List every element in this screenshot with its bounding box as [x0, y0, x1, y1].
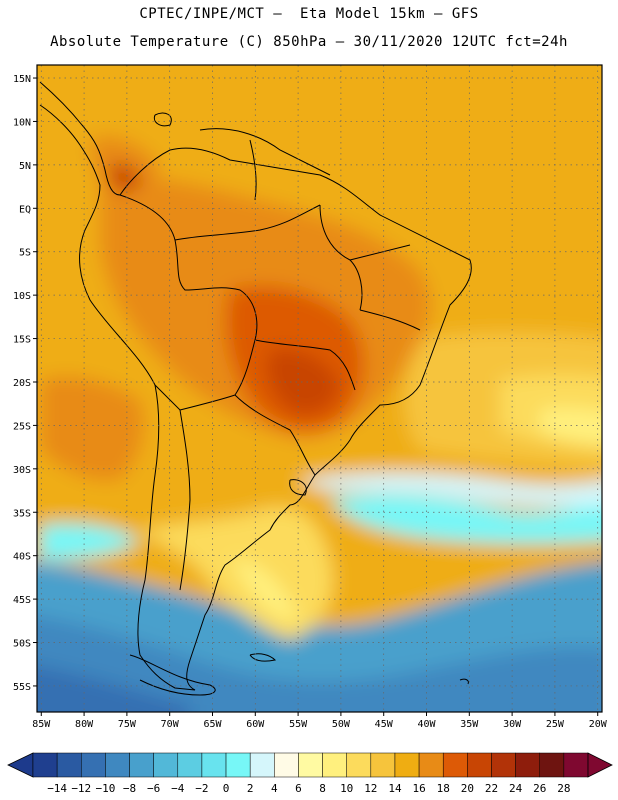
colorbar-label: 8 [319, 782, 326, 795]
lon-tick-label: 80W [75, 719, 94, 730]
colorbar-label: 6 [295, 782, 302, 795]
colorbar-label: 18 [437, 782, 450, 795]
colorbar-swatch [81, 752, 106, 778]
lat-tick-label: 35S [13, 508, 31, 519]
lat-tick-label: 30S [13, 465, 31, 476]
colorbar-swatch [394, 752, 420, 778]
colorbar-label: −4 [171, 782, 185, 795]
lat-tick-label: 5S [19, 248, 31, 259]
colorbar-label: −6 [147, 782, 160, 795]
colorbar-label: 0 [223, 782, 230, 795]
lon-tick-label: 65W [203, 719, 222, 730]
lat-tick-label: 5N [19, 161, 31, 172]
lon-tick-label: 50W [332, 719, 351, 730]
lon-tick-label: 75W [118, 719, 137, 730]
colorbar-swatch [105, 752, 130, 778]
lat-tick-label: 15S [13, 335, 31, 346]
colorbar-label: 16 [412, 782, 425, 795]
map-title-line1: CPTEC/INPE/MCT – Eta Model 15km – GFS [139, 6, 479, 22]
colorbar-label: −12 [71, 782, 91, 795]
lon-tick-label: 30W [503, 719, 522, 730]
lat-tick-label: 40S [13, 552, 31, 563]
lat-tick-label: 45S [13, 595, 31, 606]
colorbar-swatch [153, 752, 179, 778]
colorbar-label: 4 [271, 782, 278, 795]
lat-tick-label: 10N [13, 117, 31, 128]
lon-tick-label: 60W [246, 719, 265, 730]
colorbar-swatch [539, 752, 565, 778]
colorbar-swatch [32, 752, 58, 778]
colorbar-swatch [442, 752, 468, 778]
lon-tick-label: 85W [32, 719, 51, 730]
colorbar-swatch [177, 752, 203, 778]
latitude-labels: 15N 10N 5N EQ 5S 10S 15S 20S 25S 30S 35S 40S 45S 50S 5… [13, 74, 37, 693]
lat-tick-label: 25S [13, 421, 31, 432]
lat-tick-label: 10S [13, 291, 31, 302]
lat-tick-label: EQ [19, 204, 31, 215]
graticule [37, 65, 602, 712]
lat-tick-label: 55S [13, 682, 31, 693]
colorbar-swatch [249, 752, 275, 778]
lat-tick-label: 15N [13, 74, 31, 85]
colorbar-swatch [370, 752, 396, 778]
lon-tick-label: 20W [589, 719, 608, 730]
colorbar-swatch [467, 752, 492, 778]
lon-tick-label: 40W [417, 719, 436, 730]
colorbar-swatch [418, 752, 444, 778]
colorbar: −14 −12 −10 −8 −6 −4 −2 0 2 4 6 8 10 12 14 16 18 20 22 24 26… [7, 752, 613, 795]
colorbar-label: 22 [485, 782, 498, 795]
colorbar-label: 20 [461, 782, 474, 795]
colorbar-label: 12 [364, 782, 377, 795]
colorbar-swatch [298, 752, 323, 778]
lat-tick-label: 20S [13, 378, 31, 389]
colorbar-swatch [129, 752, 154, 778]
colorbar-label: 14 [388, 782, 402, 795]
lon-tick-label: 45W [375, 719, 394, 730]
colorbar-swatch [322, 752, 347, 778]
colorbar-label: −8 [123, 782, 136, 795]
colorbar-swatch [56, 752, 82, 778]
map-frame [36, 64, 603, 713]
colorbar-over-arrow [587, 752, 613, 778]
lat-tick-label: 50S [13, 639, 31, 650]
colorbar-swatch [515, 752, 540, 778]
colorbar-label: −14 [47, 782, 67, 795]
colorbar-under-arrow [7, 752, 34, 778]
colorbar-label: 2 [247, 782, 254, 795]
colorbar-label: −10 [95, 782, 115, 795]
colorbar-label: 28 [557, 782, 570, 795]
colorbar-swatch [225, 752, 251, 778]
colorbar-swatch [201, 752, 227, 778]
coastlines [39, 81, 472, 696]
map-title-line2: Absolute Temperature (C) 850hPa – 30/11/… [50, 34, 568, 50]
colorbar-swatch [563, 752, 589, 778]
colorbar-swatch [346, 752, 372, 778]
colorbar-label: 24 [509, 782, 523, 795]
lon-tick-label: 25W [546, 719, 565, 730]
lon-tick-label: 55W [289, 719, 308, 730]
lon-tick-label: 70W [161, 719, 180, 730]
colorbar-label: 10 [340, 782, 353, 795]
colorbar-label: 26 [533, 782, 546, 795]
lon-tick-label: 35W [460, 719, 479, 730]
colorbar-swatch [491, 752, 516, 778]
longitude-labels: 85W 80W 75W 70W 65W 60W 55W 50W 45W 40W 35W 30W 25W 2… [32, 712, 608, 730]
colorbar-label: −2 [195, 782, 208, 795]
colorbar-swatch [274, 752, 299, 778]
